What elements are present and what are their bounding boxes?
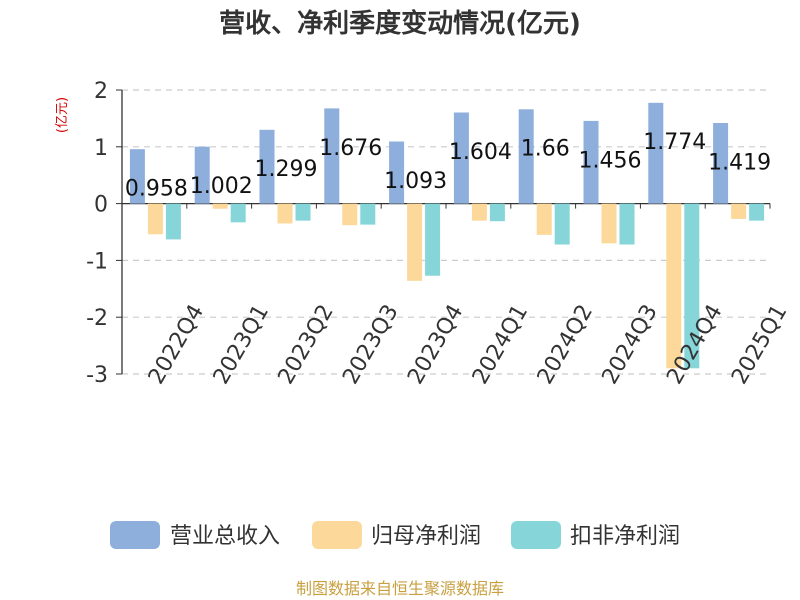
x-tick-label: 2023Q3	[338, 300, 403, 388]
x-tick-label: 2024Q2	[533, 300, 598, 388]
x-tick-label: 2022Q4	[144, 300, 209, 388]
legend-swatch	[110, 521, 160, 549]
bar-deducted-net-profit	[425, 203, 441, 276]
y-axis-label: (亿元)	[55, 97, 70, 133]
bar-revenue	[648, 102, 664, 204]
bar-net-profit	[407, 203, 423, 281]
bar-revenue	[259, 129, 275, 204]
x-tick-label: 2023Q4	[403, 300, 468, 388]
data-label: 1.774	[643, 130, 706, 155]
x-tick-label: 2023Q1	[209, 300, 274, 388]
legend-label: 扣非净利润	[570, 524, 680, 549]
bar-net-profit	[731, 203, 747, 219]
bar-net-profit	[212, 203, 228, 209]
bar-net-profit	[147, 203, 163, 235]
bar-deducted-net-profit	[360, 203, 376, 225]
bar-net-profit	[342, 203, 358, 226]
bar-deducted-net-profit	[749, 203, 765, 221]
x-tick-label: 2023Q2	[274, 300, 339, 388]
y-tick-label: -1	[86, 249, 108, 274]
data-label: 1.419	[708, 150, 771, 175]
data-label: 1.604	[449, 140, 512, 165]
bar-net-profit	[277, 203, 293, 224]
bar-deducted-net-profit	[230, 203, 246, 223]
y-tick-label: 0	[94, 193, 108, 218]
source-note: 制图数据来自恒生聚源数据库	[296, 579, 504, 598]
bar-revenue	[583, 120, 599, 204]
bar-net-profit	[601, 203, 617, 244]
bar-deducted-net-profit	[295, 203, 311, 221]
y-tick-label: -2	[86, 306, 108, 331]
x-tick-label: 2024Q3	[598, 300, 663, 388]
legend-swatch	[511, 521, 561, 549]
y-tick-label: 1	[94, 136, 108, 161]
data-label: 0.958	[125, 177, 188, 202]
bar-revenue	[389, 141, 405, 204]
data-label: 1.456	[579, 148, 642, 173]
bar-deducted-net-profit	[684, 203, 700, 369]
x-tick-label: 2025Q1	[727, 300, 792, 388]
data-label: 1.66	[521, 137, 570, 162]
bar-deducted-net-profit	[554, 203, 570, 245]
bar-net-profit	[471, 203, 487, 221]
bar-deducted-net-profit	[489, 203, 505, 222]
bar-revenue	[194, 146, 210, 204]
data-label: 1.676	[319, 136, 382, 161]
bar-deducted-net-profit	[165, 203, 181, 240]
y-tick-label: -3	[86, 363, 108, 388]
data-label: 1.093	[384, 169, 447, 194]
bar-revenue	[518, 109, 534, 204]
data-label: 1.002	[190, 174, 253, 199]
bar-revenue	[129, 149, 145, 204]
bar-revenue	[324, 108, 340, 204]
bar-net-profit	[536, 203, 552, 235]
data-label: 1.299	[255, 157, 318, 182]
legend-label: 营业总收入	[170, 524, 280, 549]
legend-swatch	[312, 521, 362, 549]
bar-net-profit	[666, 203, 682, 369]
legend-label: 归母净利润	[371, 524, 481, 549]
bar-deducted-net-profit	[619, 203, 635, 245]
y-tick-label: 2	[94, 79, 108, 104]
bar-revenue	[713, 123, 729, 204]
x-tick-label: 2024Q1	[468, 300, 533, 388]
chart-title: 营收、净利季度变动情况(亿元)	[219, 8, 581, 39]
bar-revenue	[453, 112, 469, 204]
